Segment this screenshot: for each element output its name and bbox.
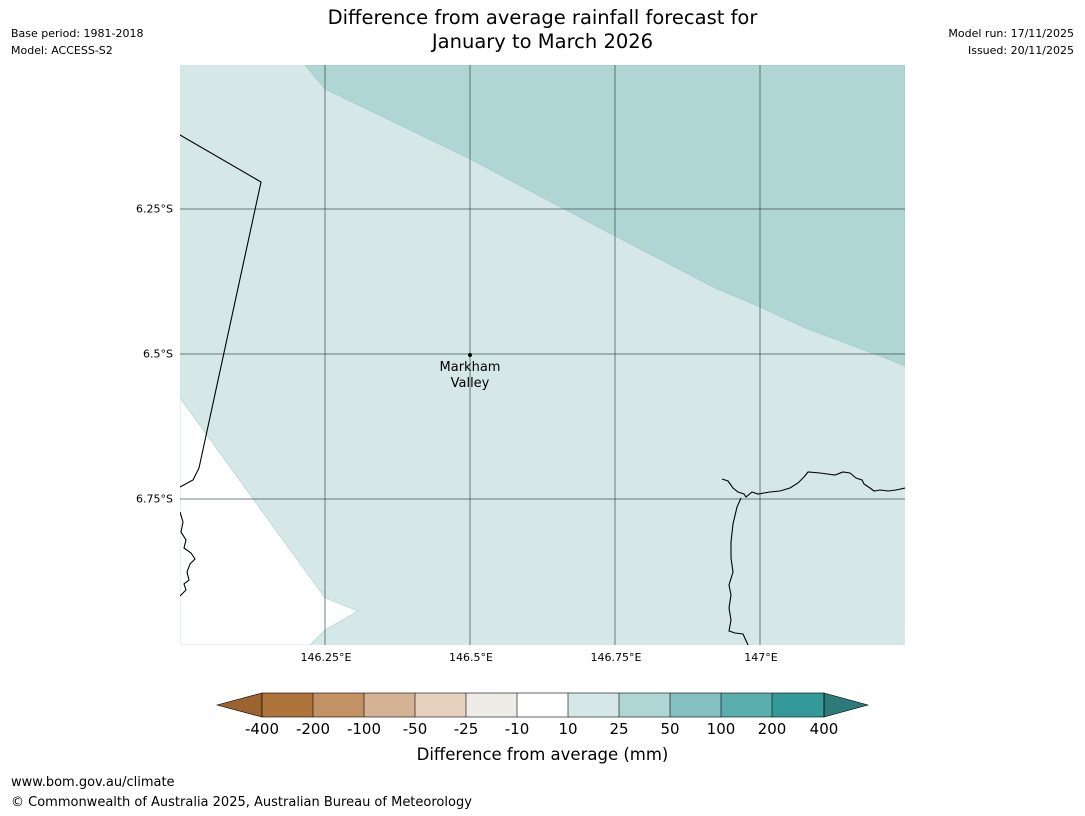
place-label-line-1: Markham bbox=[439, 360, 501, 375]
colorbar-title: Difference from average (mm) bbox=[416, 745, 669, 764]
colorbar-swatch-neg400-neg200 bbox=[262, 693, 313, 717]
colorbar-swatch-100-200 bbox=[721, 693, 772, 717]
lon-label-146-5e: 146.5°E bbox=[449, 651, 493, 664]
colorbar-tick-label: -10 bbox=[504, 720, 530, 738]
map-title: Difference from average rainfall forecas… bbox=[180, 6, 905, 54]
footer-url: www.bom.gov.au/climate bbox=[11, 775, 175, 790]
colorbar-swatch-neg10-10 bbox=[517, 693, 568, 717]
colorbar-swatch-neg200-neg100 bbox=[313, 693, 364, 717]
colorbar-tick-label: 400 bbox=[809, 720, 839, 738]
colorbar-swatch-10-25 bbox=[568, 693, 619, 717]
colorbar-tick-label: 50 bbox=[660, 720, 680, 738]
colorbar-tick-label: -50 bbox=[402, 720, 428, 738]
forecast-metadata-right: Model run: 17/11/2025 Issued: 20/11/2025 bbox=[948, 25, 1074, 59]
lon-label-147e: 147°E bbox=[744, 651, 778, 664]
base-period-text: Base period: 1981-2018 bbox=[11, 27, 144, 40]
colorbar-swatch-50-100 bbox=[670, 693, 721, 717]
colorbar-tick-label: 200 bbox=[757, 720, 787, 738]
markham-valley-marker bbox=[468, 353, 472, 357]
lat-label-6-5s: 6.5°S bbox=[143, 347, 173, 361]
map-title-line-1: Difference from average rainfall forecas… bbox=[327, 6, 758, 29]
graticule bbox=[180, 65, 905, 645]
colorbar-tick-label: 100 bbox=[706, 720, 736, 738]
forecast-metadata-left: Base period: 1981-2018 Model: ACCESS-S2 bbox=[11, 25, 143, 59]
colorbar-swatch-25-50 bbox=[619, 693, 670, 717]
colorbar-swatch-200-400 bbox=[772, 693, 824, 717]
colorbar-swatch-neg50-neg25 bbox=[415, 693, 466, 717]
map-title-line-2: January to March 2026 bbox=[431, 30, 654, 53]
colorbar-swatch-neg100-neg50 bbox=[364, 693, 415, 717]
model-text: Model: ACCESS-S2 bbox=[11, 44, 113, 57]
lon-label-146-25e: 146.25°E bbox=[300, 651, 352, 664]
colorbar bbox=[215, 692, 870, 718]
place-label-markham-valley: Markham Valley bbox=[440, 360, 501, 392]
colorbar-extend-low bbox=[215, 692, 263, 718]
colorbar-tick-label: -100 bbox=[346, 720, 382, 738]
colorbar-tick-label: 25 bbox=[609, 720, 629, 738]
footer-copyright: © Commonwealth of Australia 2025, Austra… bbox=[11, 795, 472, 810]
colorbar-extend-high bbox=[823, 692, 870, 718]
lon-label-146-75e: 146.75°E bbox=[590, 651, 642, 664]
colorbar-tick-label: 10 bbox=[558, 720, 578, 738]
lat-label-6-75s: 6.75°S bbox=[136, 492, 173, 506]
colorbar-tick-label: -25 bbox=[453, 720, 479, 738]
place-label-line-2: Valley bbox=[450, 376, 490, 391]
colorbar-tick-label: -200 bbox=[295, 720, 331, 738]
lat-label-6-25s: 6.25°S bbox=[136, 202, 173, 216]
model-run-text: Model run: 17/11/2025 bbox=[948, 27, 1074, 40]
issued-text: Issued: 20/11/2025 bbox=[967, 44, 1074, 57]
colorbar-swatch-neg25-neg10 bbox=[466, 693, 517, 717]
coastline bbox=[180, 134, 905, 645]
colorbar-tick-label: -400 bbox=[244, 720, 280, 738]
